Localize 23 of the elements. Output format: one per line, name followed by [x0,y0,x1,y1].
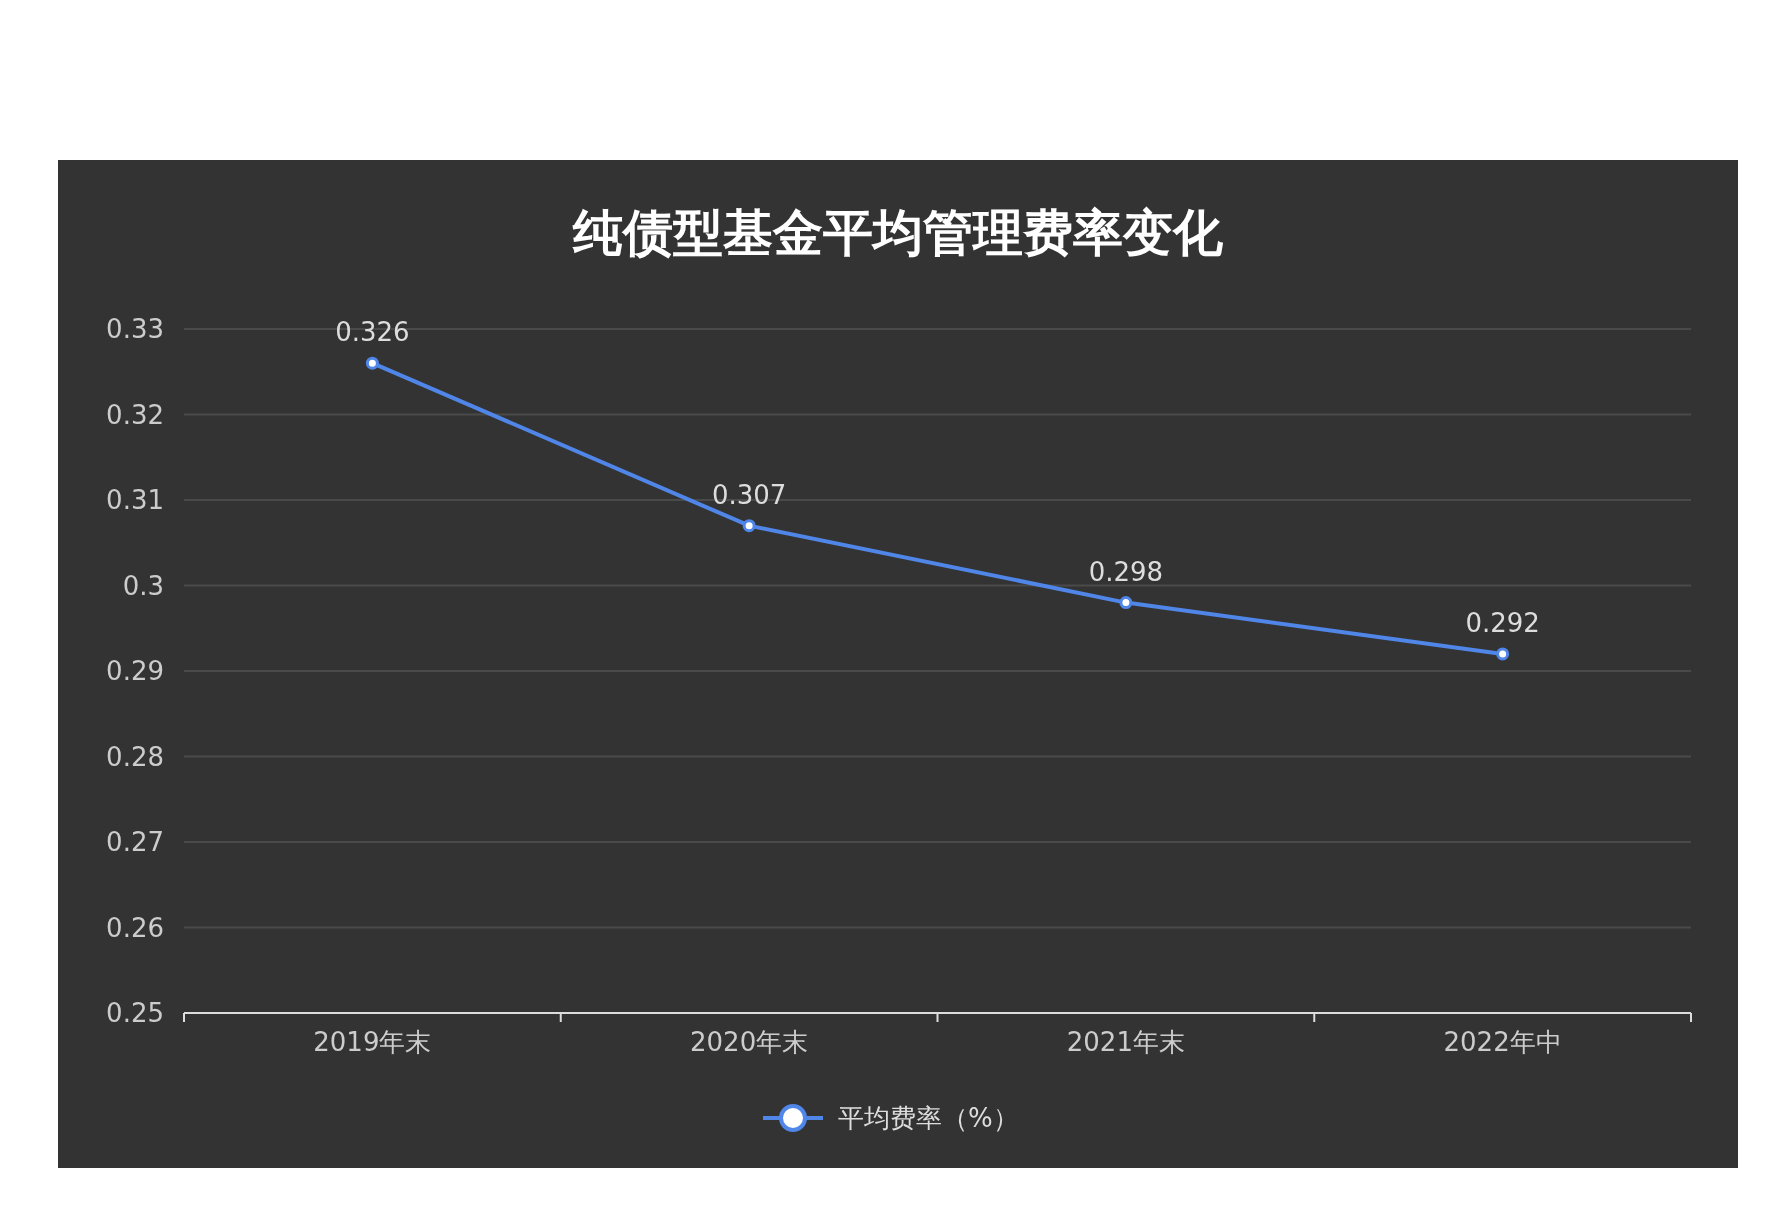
chart-title: 纯债型基金平均管理费率变化 [572,204,1224,262]
y-tick-label: 0.27 [106,827,164,858]
legend-label: 平均费率（%） [838,1103,1019,1134]
point [1119,596,1133,610]
y-tick-label: 0.26 [106,912,164,943]
y-tick-label: 0.31 [106,485,164,516]
y-tick-label: 0.32 [106,399,164,430]
x-tick-label: 2019年末 [313,1027,432,1057]
data-label: 0.307 [711,479,787,510]
y-tick-label: 0.3 [122,570,164,601]
data-label: 0.298 [1088,556,1164,587]
data-label: 0.292 [1465,607,1540,638]
data-label: 0.326 [335,317,410,348]
x-tick-label: 2020年末 [690,1027,809,1057]
x-tick-label: 2021年末 [1066,1027,1185,1057]
y-tick-label: 0.28 [106,741,164,772]
y-tick-label: 0.25 [106,998,164,1029]
y-tick-label: 0.33 [106,314,164,345]
point [742,519,756,533]
y-tick-label: 0.29 [106,656,164,687]
point [1496,647,1510,661]
point [365,356,379,370]
x-tick-label: 2022年中 [1443,1027,1562,1057]
